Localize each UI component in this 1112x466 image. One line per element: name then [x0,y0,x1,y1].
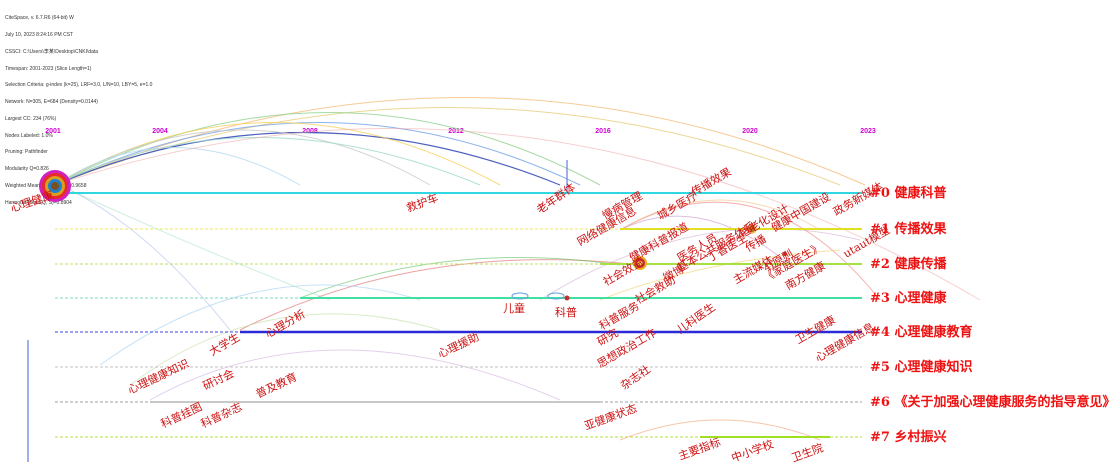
arc [54,97,866,186]
info-line: CiteSpace, v. 6.7.R6 (64-bit) W [5,15,74,22]
arc [69,189,231,331]
year-label: 2016 [595,128,611,135]
cluster-label: #6 《关于加强心理健康服务的指导意见》 [870,394,1112,410]
arc [99,284,421,366]
node [511,292,529,300]
keyword-label: 科普服务 [597,298,642,332]
citespace-info-panel: CiteSpace, v. 6.7.R6 (64-bit) W July 10,… [5,5,152,212]
info-line: Largest CC: 234 (76%) [5,115,57,122]
keyword-label: 普及教育 [253,369,299,400]
arc [54,122,581,186]
keyword-label: 老年群体 [534,180,578,217]
info-line: Network: N=305, E=684 (Density=0.0144) [5,99,98,106]
year-label: 2020 [742,128,758,135]
keyword-label: 心理援助 [435,329,481,360]
arc [619,215,791,266]
arc [619,199,821,231]
arc [539,228,861,301]
citation-arcs [54,97,981,441]
keyword-label: 心理健康 [9,188,55,215]
cluster-label: #7 乡村振兴 [870,429,946,445]
cluster-label: #2 健康传播 [870,256,947,272]
year-label: 2023 [860,128,876,135]
keyword-label: 心理分析 [263,306,308,340]
keyword-labels: 心理健康 救护车 老年群体 慢病管理 网络健康信息 城乡医疗 健康科普报道 基本… [9,164,893,464]
arc [54,128,981,301]
nodes [39,170,787,301]
node [783,252,787,256]
cluster-labels: #0 健康科普 #1 传播效果 #2 健康传播 #3 心理健康 #4 心理健康教… [870,185,1112,445]
cluster-label: #0 健康科普 [870,185,946,201]
keyword-label: 研讨会 [201,367,236,393]
info-line: Timespan: 2001-2023 (Slice Length=1) [5,65,92,72]
keyword-label: 大学生 [207,330,243,359]
cluster-timelines [27,160,862,462]
arc [69,189,331,301]
arc [129,313,441,386]
keyword-label: 亚健康状态 [582,401,638,433]
info-line: Selection Criteria: g-index (k=25), LRF=… [5,82,153,89]
keyword-label: 主要指标 [676,435,722,463]
keyword-label: 心理健康知识 [125,356,191,397]
keyword-label: 儿童 [503,301,525,315]
info-line: Harmonic Mean(Q, S)=0.8904 [5,199,72,206]
info-line: July 10, 2023 8:24:16 PM CST [5,31,74,38]
node [637,260,643,266]
arc [54,112,601,186]
cluster-label: #4 心理健康教育 [870,324,972,340]
arc [599,249,841,301]
keyword-label: 社会救助 [633,272,678,306]
node [564,295,570,301]
cluster-label: #1 传播效果 [870,221,946,237]
keyword-label: 科普杂志 [198,399,244,430]
info-line: Nodes Labeled: 1.0% [5,132,53,139]
info-line: Modularity Q=0.826 [5,166,49,173]
year-label: 2004 [152,128,168,135]
cluster-label: #5 心理健康知识 [870,359,972,375]
cluster-label: #3 心理健康 [870,290,947,306]
hub-node-core [51,182,59,190]
arc [54,147,301,186]
node [747,224,757,234]
keyword-label: 科普 [555,305,577,319]
node [547,292,565,300]
keyword-label: 救护车 [404,190,440,214]
info-line: CSSCI: C:\Users\李某\Desktop\CNKI\data [5,48,99,55]
arc [149,349,561,401]
year-label: 2012 [448,128,464,135]
keyword-label: 科普挂图 [158,399,204,430]
info-line: Pruning: Pathfinder [5,149,48,156]
keyword-label: 卫生健康 [793,312,838,346]
year-label: 2001 [45,128,61,135]
keyword-label: 社会效益 [601,254,646,288]
keyword-label: 卫生院 [789,440,825,464]
arc [299,256,621,299]
keyword-label: 中小学校 [729,437,775,465]
arc [619,419,821,441]
